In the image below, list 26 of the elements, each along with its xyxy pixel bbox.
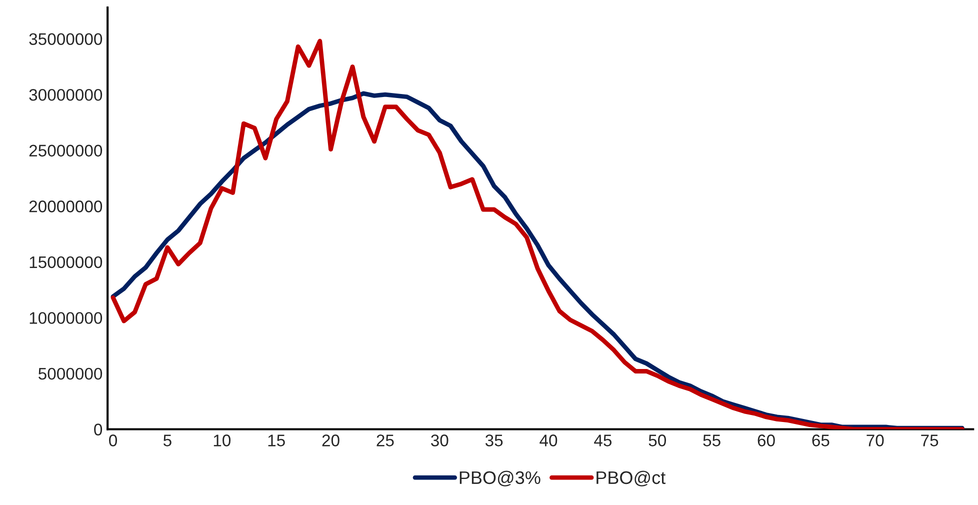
x-tick-label: 10 (214, 434, 231, 446)
y-tick-label: 5000000 (38, 368, 102, 380)
x-tick-label: 60 (758, 434, 775, 446)
x-tick-label: 35 (485, 434, 503, 446)
x-tick-label: 15 (268, 434, 285, 446)
x-tick-label: 5 (163, 434, 172, 446)
y-tick-label: 15000000 (30, 256, 102, 268)
y-tick-label: 0 (94, 424, 102, 436)
x-tick-label: 55 (703, 434, 720, 446)
y-tick-label: 25000000 (29, 144, 102, 157)
y-tick-label: 30000000 (29, 88, 102, 101)
x-tick-label: 50 (648, 434, 666, 446)
x-tick-label: 0 (109, 434, 118, 446)
y-tick-label: 20000000 (29, 200, 102, 212)
x-tick-label: 70 (866, 434, 884, 446)
x-tick-label: 45 (594, 434, 612, 446)
x-tick-label: 75 (921, 434, 938, 446)
x-tick-label: 20 (322, 434, 340, 446)
legend-label: PBO@ct (596, 470, 666, 486)
x-tick-label: 25 (376, 434, 394, 446)
y-tick-label: 10000000 (30, 312, 102, 324)
y-tick-label: 35000000 (29, 33, 102, 46)
x-tick-label: 65 (812, 434, 830, 446)
x-tick-label: 30 (431, 434, 448, 446)
x-tick-label: 40 (540, 434, 558, 446)
legend-label: PBO@3% (460, 470, 540, 486)
